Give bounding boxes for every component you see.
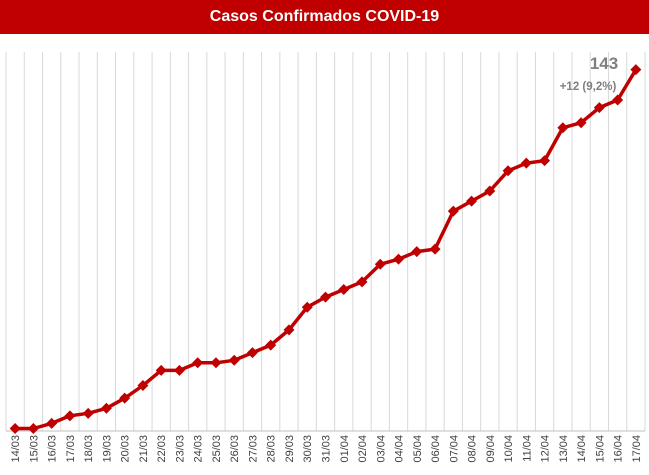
x-tick-label: 17/03 <box>65 435 77 463</box>
x-tick-label: 28/03 <box>266 435 278 463</box>
x-tick-label: 08/04 <box>467 435 479 463</box>
x-tick-label: 27/03 <box>247 435 259 463</box>
series-line <box>15 68 638 431</box>
x-tick-label: 05/04 <box>412 435 424 463</box>
gridlines <box>5 52 646 431</box>
data-point <box>137 380 149 392</box>
chart-title: Casos Confirmados COVID-19 <box>0 0 649 34</box>
data-markers <box>9 64 642 434</box>
x-tick-label: 23/03 <box>174 435 186 463</box>
line-chart: 14/03 15/03 16/03 17/03 18/03 19/03 20/03 21/03… <box>5 52 646 463</box>
x-tick-label: 09/04 <box>485 435 497 463</box>
data-point <box>374 258 386 270</box>
x-tick-label: 24/03 <box>193 435 205 463</box>
x-tick-label: 17/04 <box>631 435 643 463</box>
data-point <box>46 417 58 429</box>
x-tick-label: 19/03 <box>101 435 113 463</box>
data-point <box>192 357 204 369</box>
x-tick-label: 07/04 <box>448 435 460 463</box>
x-tick-label: 18/03 <box>83 435 95 463</box>
data-point <box>539 155 551 167</box>
x-tick-label: 15/03 <box>28 435 40 463</box>
data-point <box>265 339 277 351</box>
x-tick-label: 16/04 <box>613 435 625 463</box>
data-point <box>520 157 532 169</box>
x-tick-label: 20/03 <box>120 435 132 463</box>
data-point <box>64 410 76 422</box>
last-change-label: +12 (9,2%) <box>560 81 617 93</box>
data-point <box>301 301 313 313</box>
last-value-label: 143 <box>590 54 618 73</box>
x-tick-label: 02/04 <box>357 435 369 463</box>
data-point <box>82 407 94 419</box>
data-point <box>484 185 496 197</box>
data-point <box>320 291 331 303</box>
x-tick-label: 11/04 <box>521 435 533 462</box>
data-point <box>612 94 624 106</box>
data-point <box>502 165 514 177</box>
data-point <box>575 117 587 129</box>
data-point <box>119 392 131 404</box>
data-point <box>557 122 569 134</box>
data-point <box>173 364 185 376</box>
x-tick-label: 14/04 <box>576 435 588 463</box>
x-tick-label: 12/04 <box>540 435 552 463</box>
x-tick-label: 21/03 <box>138 435 150 463</box>
x-tick-label: 25/03 <box>211 435 223 463</box>
x-tick-label: 15/04 <box>594 435 606 463</box>
data-point <box>228 354 240 366</box>
data-point <box>447 205 459 217</box>
data-point <box>9 422 21 434</box>
x-tick-label: 26/03 <box>229 435 241 463</box>
data-point <box>356 276 368 288</box>
x-tick-label: 10/04 <box>503 435 515 463</box>
x-tick-label: 01/04 <box>339 435 351 463</box>
data-point <box>393 253 405 265</box>
x-tick-label: 04/04 <box>394 435 406 463</box>
data-point <box>246 347 258 359</box>
data-point <box>411 246 423 258</box>
data-point <box>338 284 350 296</box>
x-tick-label: 31/03 <box>321 435 333 463</box>
data-point <box>593 102 605 114</box>
data-point <box>429 243 441 255</box>
x-tick-label: 30/03 <box>302 435 314 463</box>
x-tick-label: 22/03 <box>156 435 168 463</box>
x-tick-label: 29/03 <box>284 435 296 463</box>
data-point <box>283 324 295 336</box>
x-tick-labels: 14/03 15/03 16/03 17/03 18/03 19/03 20/03 21/03… <box>10 435 643 463</box>
x-tick-label: 03/04 <box>375 435 387 463</box>
data-point <box>210 357 222 369</box>
data-point <box>630 64 642 76</box>
data-point <box>466 195 478 207</box>
data-point <box>100 402 112 414</box>
x-tick-label: 06/04 <box>430 435 442 463</box>
x-tick-label: 16/03 <box>47 435 59 463</box>
data-point <box>27 422 39 434</box>
x-tick-label: 13/04 <box>558 435 570 463</box>
data-point <box>155 364 167 376</box>
x-tick-label: 14/03 <box>10 435 22 463</box>
